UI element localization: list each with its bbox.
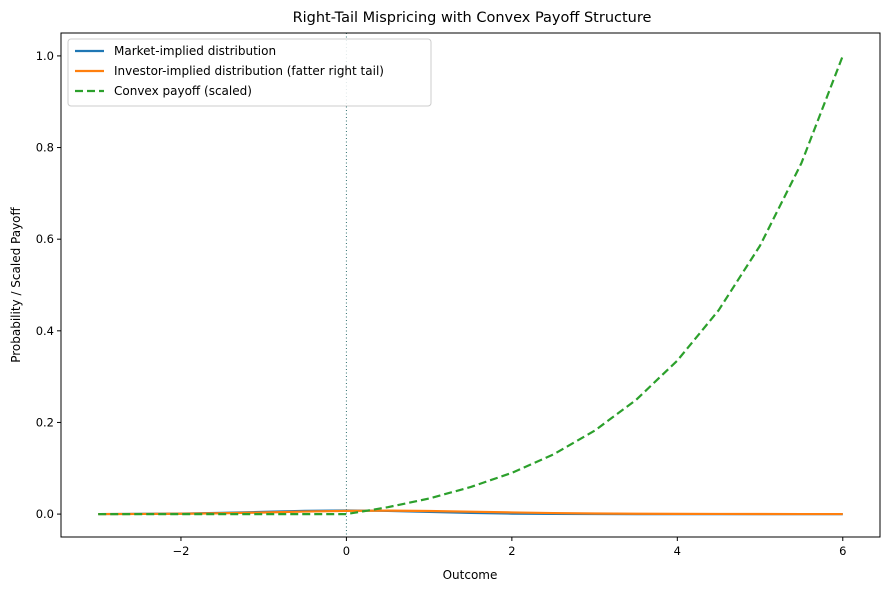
y-tick-label: 0.0 xyxy=(36,507,54,521)
y-tick-label: 0.6 xyxy=(36,232,54,246)
y-tick-label: 0.2 xyxy=(36,415,54,429)
series-layer xyxy=(98,55,844,516)
series-line-2 xyxy=(98,55,844,516)
x-tick-label: 4 xyxy=(674,544,681,558)
y-tick-label: 0.4 xyxy=(36,324,54,338)
x-tick-label: 0 xyxy=(343,544,350,558)
x-tick-label: 2 xyxy=(508,544,515,558)
y-tick-label: 0.8 xyxy=(36,141,54,155)
legend-label-1: Investor-implied distribution (fatter ri… xyxy=(114,64,384,78)
legend-label-0: Market-implied distribution xyxy=(114,44,276,58)
x-axis-ticks: −2 0 2 4 6 xyxy=(172,537,846,558)
chart-title: Right-Tail Mispricing with Convex Payoff… xyxy=(293,10,652,26)
legend-box xyxy=(67,38,432,107)
x-tick-label: −2 xyxy=(172,544,189,558)
plot-area xyxy=(60,32,881,538)
y-axis-ticks: 0.0 0.2 0.4 0.6 0.8 1.0 xyxy=(36,49,61,521)
legend-label-2: Convex payoff (scaled) xyxy=(114,84,252,98)
legend: Market-implied distribution Investor-impl… xyxy=(67,38,432,107)
axes-frame xyxy=(60,32,881,538)
y-tick-label: 1.0 xyxy=(36,49,54,63)
x-tick-label: 6 xyxy=(839,544,846,558)
x-axis-label: Outcome xyxy=(443,568,498,582)
y-axis-label: Probability / Scaled Payoff xyxy=(9,206,23,362)
